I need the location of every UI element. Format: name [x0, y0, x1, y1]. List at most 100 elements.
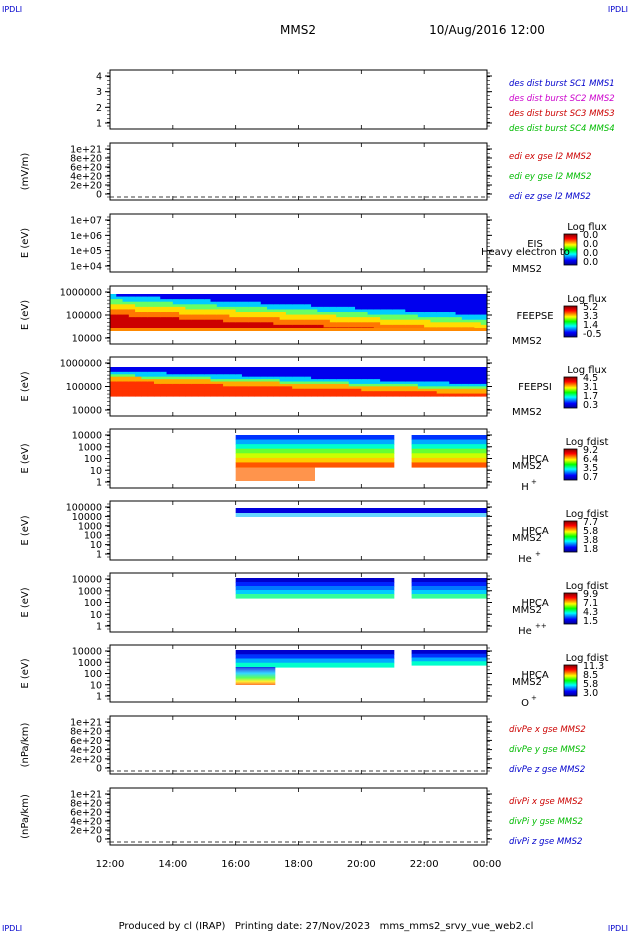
- burst-frame: [109, 69, 488, 130]
- feepsi-column: [166, 388, 174, 392]
- feepse-column: [210, 306, 218, 311]
- feepse-column: [172, 322, 180, 326]
- feepse-column: [216, 301, 224, 305]
- feepsi-column: [122, 383, 130, 387]
- feepse-column: [443, 312, 450, 316]
- feepsi-column: [430, 379, 438, 383]
- feepsi-column: [461, 374, 469, 378]
- feepse-column: [267, 301, 274, 305]
- feepsi-column: [197, 388, 205, 392]
- feepsi-column: [348, 376, 356, 380]
- hpca-h-low-tail: [235, 467, 315, 481]
- feepse-column: [411, 309, 419, 313]
- feepsi-column: [304, 376, 312, 380]
- corner-label-bottom-right: IPDLI: [608, 924, 628, 933]
- feepse-column: [461, 294, 469, 298]
- feepsi-column: [216, 381, 224, 385]
- feepse-column: [355, 299, 362, 303]
- feepsi-column: [179, 376, 186, 380]
- feepsi-column: [417, 371, 425, 375]
- feepsi-column: [386, 374, 394, 378]
- feepsi-column: [336, 369, 343, 373]
- divpi-ylabel: (nPa/km): [20, 794, 31, 839]
- feepse-column: [223, 314, 230, 318]
- divpi-legend-entry: divPi z gse MMS2: [509, 837, 582, 847]
- feepse-column: [191, 317, 199, 321]
- feepsi-column: [292, 374, 299, 378]
- feepsi-column: [135, 367, 142, 371]
- feepse-column: [241, 309, 249, 313]
- feepse-column: [468, 299, 475, 303]
- feepse-column: [361, 314, 369, 318]
- feepsi-column: [191, 367, 199, 371]
- hpca-hepp-band: [411, 578, 487, 583]
- feepsi-column: [329, 371, 337, 375]
- feepsi-column: [436, 393, 444, 397]
- feepse-column: [166, 309, 174, 313]
- feepsi-column: [191, 374, 199, 378]
- feepsi-column: [292, 376, 299, 380]
- hpca_h-colorbar-title: Log fdist: [566, 437, 609, 448]
- feepsi-column: [279, 381, 287, 385]
- feepse-column: [298, 296, 306, 300]
- feepse-column: [417, 304, 425, 308]
- feepsi-column: [210, 381, 218, 385]
- feepse-column: [285, 294, 293, 298]
- feepse-column: [210, 322, 218, 326]
- hpca_h-colorbar: [563, 448, 578, 481]
- feepse-column: [342, 309, 350, 313]
- feepsi-column: [110, 386, 117, 390]
- feepse-column: [116, 319, 124, 323]
- feepsi-column: [172, 369, 180, 373]
- feepsi-column: [292, 369, 299, 373]
- feepse-column: [342, 312, 350, 316]
- feepse-column: [298, 294, 306, 298]
- feepse-column: [405, 299, 413, 303]
- feepse-column: [304, 317, 312, 321]
- feepse-column: [116, 301, 124, 305]
- feepse-column: [336, 296, 343, 300]
- feepse-column: [128, 304, 136, 308]
- feepse-column: [304, 319, 312, 323]
- feepse-column: [355, 309, 362, 313]
- feepse-column: [311, 309, 318, 313]
- feepse-column: [436, 309, 444, 313]
- feepse-column: [380, 309, 387, 313]
- feepse-column: [273, 324, 281, 329]
- feepse-column: [417, 317, 425, 321]
- feepsi-column: [260, 371, 268, 375]
- feepsi-column: [273, 374, 281, 378]
- feepse-column: [166, 322, 174, 326]
- feepse-column: [141, 299, 149, 303]
- feepsi-column: [348, 379, 356, 383]
- feepse-column: [166, 304, 174, 308]
- hpca_he-ytick-label: 1000: [78, 521, 102, 532]
- feepse-column: [298, 322, 306, 326]
- divpi-ytick-label: 0: [96, 835, 102, 846]
- feepse-column: [443, 324, 450, 329]
- feepse-column: [128, 301, 136, 305]
- feepsi-column: [191, 369, 199, 373]
- hpca-h-band: [235, 444, 395, 450]
- divpe-ytick-label: 4e+20: [70, 745, 102, 756]
- hpca-h-band: [235, 462, 395, 468]
- feepse-column: [241, 317, 249, 321]
- feepse-column: [160, 299, 168, 303]
- feepse-column: [179, 296, 186, 300]
- feepse-column: [223, 309, 230, 313]
- feepsi-column: [197, 369, 205, 373]
- feepsi-column: [122, 374, 130, 378]
- feepse-column: [273, 314, 281, 318]
- feepse-column: [323, 301, 331, 305]
- feepsi-colorbar-tick: 3.1: [583, 382, 598, 393]
- feepse-column: [147, 314, 155, 318]
- feepse-column: [386, 294, 394, 298]
- feepse-column: [141, 322, 149, 326]
- feepse-column: [153, 317, 161, 321]
- feepse-column: [191, 306, 199, 311]
- feepse-column: [304, 301, 312, 305]
- feepsi-column: [122, 376, 130, 380]
- feepsi-column: [141, 376, 149, 380]
- feepsi-column: [355, 379, 362, 383]
- feepse-column: [210, 314, 218, 318]
